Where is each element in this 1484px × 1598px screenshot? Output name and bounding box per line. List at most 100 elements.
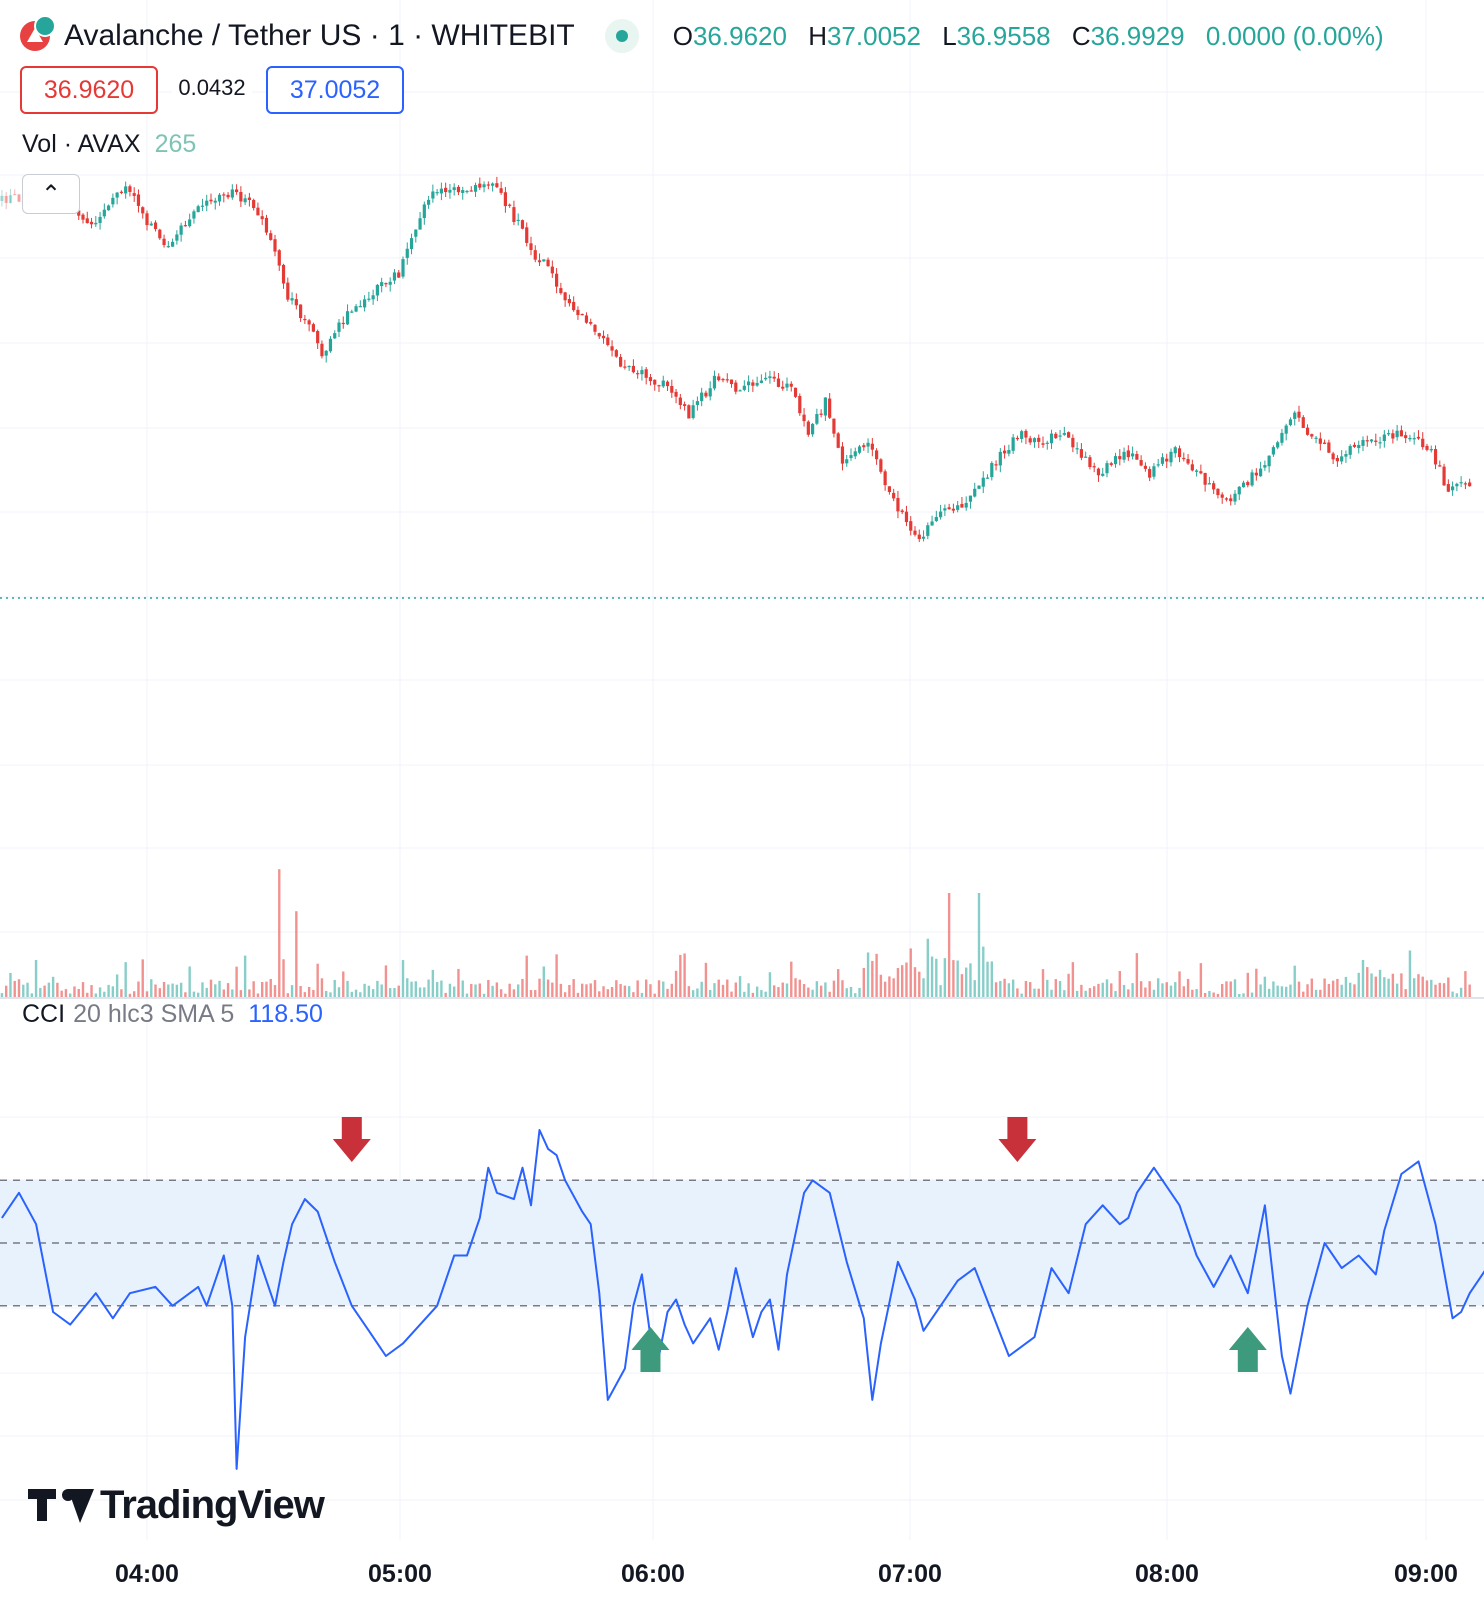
candle-body [1186,459,1190,464]
buy-price-button[interactable]: 37.0052 [266,66,404,114]
volume-bar [329,992,332,998]
volume-bar [214,984,217,998]
candle-body [593,324,597,332]
volume-bar [1404,989,1407,998]
volume-bar [785,983,789,998]
volume-bar [738,976,742,998]
candle-body [328,338,333,352]
volume-bar [150,979,153,998]
volume-bar [39,987,42,998]
candle-body [909,521,913,531]
candle-body [1288,419,1293,426]
volume-bar [316,963,319,998]
candle-body [158,229,162,239]
volume-bar [965,967,968,998]
collapse-legend-button[interactable]: ⌃ [22,174,80,214]
volume-bar [1122,984,1126,998]
candle-body [823,397,827,416]
candle-body [1387,433,1391,435]
sell-price-button[interactable]: 36.9620 [20,66,158,114]
volume-bar [1208,991,1211,998]
volume-bar [1139,981,1143,998]
candle-body [1075,448,1079,450]
volume-bar [922,978,925,998]
buy-signal-arrow-icon [631,1327,670,1372]
close-value: 36.9929 [1090,20,1185,51]
volume-bar [1161,983,1164,998]
volume-bar [943,958,947,998]
candle-body [1101,473,1105,476]
candle-body [717,376,721,381]
volume-bar [1148,981,1151,998]
volume-bar [427,979,430,998]
volume-bar [103,991,106,998]
candle-body [256,207,260,216]
candle-body [665,381,670,387]
volume-bar [1391,973,1395,998]
volume-bar [1293,965,1296,998]
candle-body [1054,433,1058,439]
volume-bar [615,980,618,998]
volume-bar [363,983,366,998]
candle-body [354,306,358,312]
candle-body [1357,444,1361,449]
candle-body [1199,471,1203,474]
volume-bar [986,961,989,998]
volume-bar [1370,973,1373,998]
volume-bar [1323,978,1326,998]
volume-bar [1114,991,1117,998]
candle-body [136,194,141,206]
volume-bar [1011,979,1015,998]
volume-bar [875,953,878,998]
volume-bar [593,980,597,998]
candle-body [132,193,136,196]
candle-body [1246,482,1250,486]
cci-legend[interactable]: CCI 20 hlc3 SMA 5 118.50 [22,1000,323,1029]
candle-body [1207,483,1211,485]
candle-body [1237,486,1241,495]
volume-bar [960,974,964,998]
candle-body [811,423,815,435]
candle-body [77,210,81,216]
symbol-title[interactable]: Avalanche / Tether US · 1 · WHITEBIT [64,19,575,52]
volume-bar [1097,983,1100,998]
volume-bar [320,978,324,998]
candle-body [704,392,708,397]
volume-bar [1127,989,1130,998]
volume-legend[interactable]: Vol · AVAX 265 [22,130,196,159]
candle-body [1463,483,1467,485]
volume-bar [418,987,422,998]
volume-bar [845,988,848,998]
volume-bar [1169,985,1173,998]
volume-bar [773,985,776,998]
volume-bar [389,988,392,998]
candle-body [870,443,874,450]
candle-body [358,306,362,308]
candle-body [1416,436,1421,439]
volume-bar [491,985,494,998]
volume-bar [1063,990,1066,998]
candle-body [512,207,516,222]
volume-bar [871,960,874,998]
candle-body [1079,449,1083,458]
candle-body [1045,442,1049,444]
x-tick-label: 09:00 [1394,1560,1458,1588]
volume-bar [1088,988,1092,998]
volume-bar [384,965,388,998]
tradingview-watermark[interactable]: TradingView [28,1482,325,1528]
candle-body [917,534,921,539]
volume-bar [956,960,959,998]
volume-bar [265,981,268,998]
candle-body [1122,451,1126,460]
volume-bar [1165,982,1168,998]
candle-body [98,216,102,223]
volume-bar [158,988,161,998]
volume-bar [602,986,605,998]
volume-bar [649,984,652,998]
candle-body [418,218,422,230]
candle-body [115,192,119,198]
candle-body [380,282,384,287]
sell-signal-arrow-icon [332,1117,371,1162]
candle-body [149,223,153,226]
